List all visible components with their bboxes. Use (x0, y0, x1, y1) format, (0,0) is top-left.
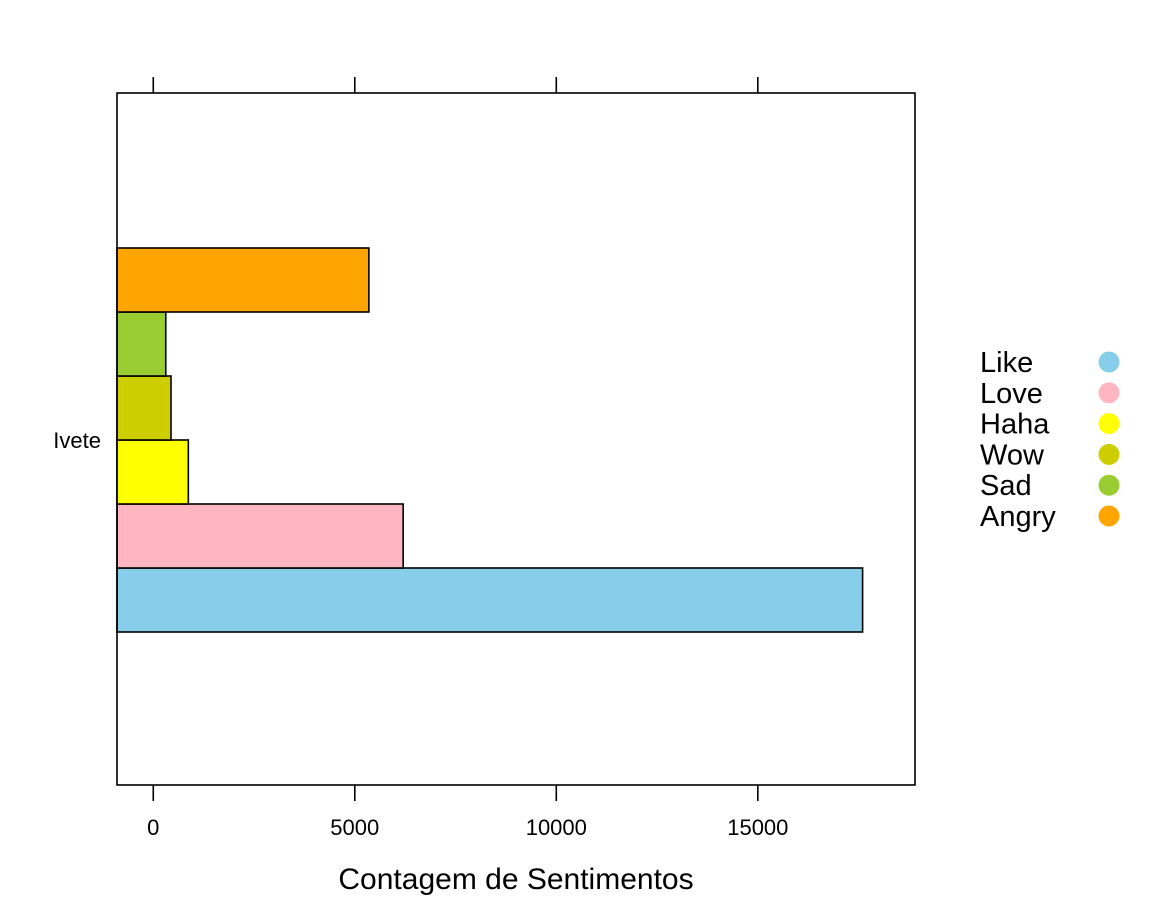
bar-like (116, 567, 864, 633)
x-tick-label: 10000 (526, 815, 587, 840)
legend-label: Wow (980, 439, 1045, 471)
bar-wow (116, 375, 172, 441)
bar-sad (116, 311, 167, 377)
x-tick-label: 5000 (330, 815, 379, 840)
legend-label: Like (980, 347, 1033, 379)
legend-label: Angry (980, 501, 1056, 533)
legend-label: Sad (980, 470, 1032, 502)
x-axis-title: Contagem de Sentimentos (338, 863, 693, 896)
x-axis-ticks: 0 5000 10000 15000 (147, 77, 788, 840)
x-tick-label: 0 (147, 815, 159, 840)
legend-swatch-love (1098, 382, 1120, 404)
legend-swatch-haha (1098, 413, 1120, 435)
bars-layer (116, 247, 864, 633)
legend-swatch-angry (1098, 505, 1120, 527)
bar-love (116, 503, 404, 569)
legend-label: Haha (980, 409, 1050, 441)
x-tick-label: 15000 (727, 815, 788, 840)
legend-swatch-sad (1098, 474, 1120, 496)
y-axis-categories: Ivete (53, 428, 101, 453)
bar-haha (116, 439, 190, 505)
legend-label: Love (980, 378, 1043, 410)
bar-angry (116, 247, 370, 313)
category-label: Ivete (53, 428, 101, 453)
legend-swatch-like (1098, 351, 1120, 373)
plot-frame (116, 92, 916, 786)
legend-swatch-wow (1098, 443, 1120, 465)
